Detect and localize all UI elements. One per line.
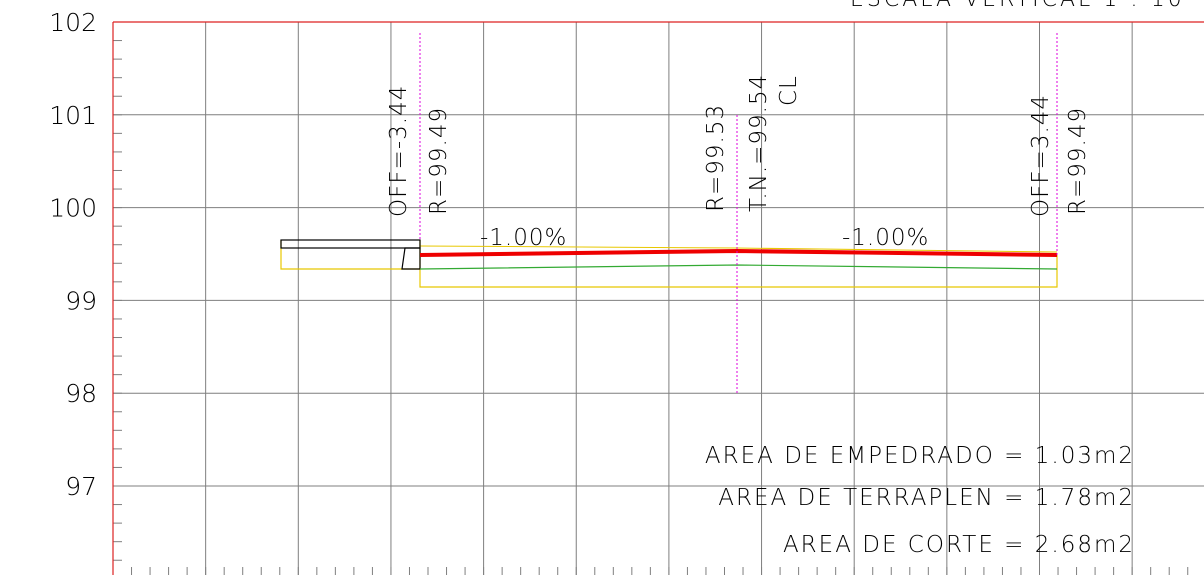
axis-label: 100	[49, 194, 97, 223]
level-label: R=99.49	[1065, 107, 1091, 215]
base-layer	[419, 264, 1058, 270]
axis-label: 101	[49, 101, 97, 130]
pavement	[419, 248, 1058, 257]
slope-label: -1.00%	[480, 225, 567, 251]
axis-label: 102	[49, 8, 97, 37]
grid	[112, 21, 1204, 575]
slope-label: -1.00%	[842, 225, 929, 251]
subgrade-left	[280, 240, 420, 270]
area-label: AREA DE EMPEDRADO = 1.03m2	[705, 443, 1135, 469]
axis-label: 99	[65, 286, 97, 315]
level-label: R=99.49	[426, 107, 452, 215]
area-label: AREA DE CORTE = 2.68m2	[783, 532, 1135, 558]
centerline-label: CL	[776, 75, 802, 106]
axis-label: 97	[65, 472, 97, 501]
offset-label: OFF=-3.44	[386, 85, 412, 217]
ground-label: T.N.=99.54	[746, 74, 772, 212]
area-label: AREA DE TERRAPLEN = 1.78m2	[718, 485, 1135, 511]
curb	[401, 247, 421, 270]
offset-label: OFF=3.44	[1028, 94, 1054, 217]
axis-label: 98	[65, 379, 97, 408]
level-label: R=99.53	[703, 104, 729, 212]
scale-label: ESCALA VERTICAL 1 : 10	[850, 0, 1185, 12]
sidewalk	[280, 239, 421, 249]
